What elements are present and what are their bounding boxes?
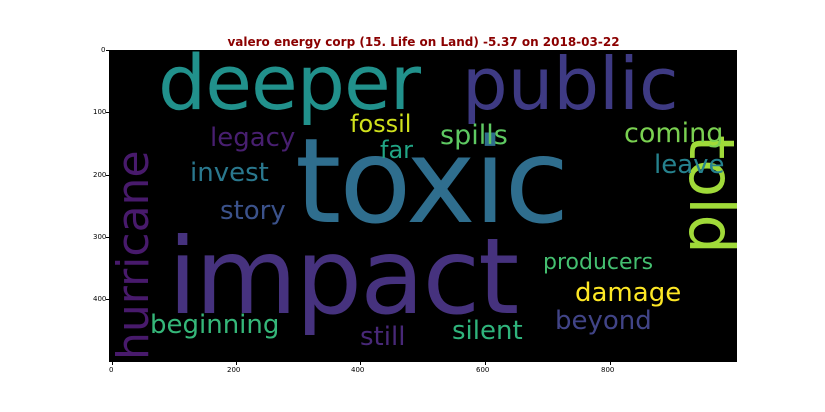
x-axis-line [110,361,737,362]
y-tick-label: 300 [93,233,107,241]
y-tick-label: 0 [101,46,106,54]
x-tick-label: 600 [476,366,490,374]
word-invest: invest [190,158,269,188]
x-tick-label: 400 [351,366,365,374]
word-beginning: beginning [150,310,280,340]
x-tick-label: 0 [109,366,114,374]
word-far: far [380,136,414,164]
x-tick-mark [112,362,113,365]
y-axis-line [109,50,110,362]
x-tick-mark [360,362,361,365]
x-tick-mark [236,362,237,365]
y-tick-label: 100 [93,108,107,116]
word-fossil: fossil [350,110,412,138]
word-coming: coming [624,118,724,149]
word-producers: producers [543,250,654,275]
y-tick-mark [106,237,109,238]
word-damage: damage [575,278,682,308]
y-tick-label: 400 [93,295,107,303]
word-beyond: beyond [555,306,652,336]
word-leave: leave [654,150,725,180]
word-story: story [220,196,286,226]
x-tick-label: 200 [227,366,241,374]
word-toxic: toxic [295,112,569,250]
word-deeper: deeper [158,50,421,127]
x-tick-mark [610,362,611,365]
word-legacy: legacy [210,123,296,153]
x-tick-mark [485,362,486,365]
y-tick-label: 200 [93,171,107,179]
y-tick-mark [106,299,109,300]
word-impact: impact [168,216,519,338]
word-spills: spills [440,120,508,151]
word-silent: silent [452,316,523,346]
wordcloud-plot: toxic impact deeper public hurricane tol… [110,50,737,361]
y-tick-mark [106,112,109,113]
x-tick-label: 800 [601,366,615,374]
word-public: public [462,50,679,126]
y-tick-mark [106,50,109,51]
figure-title: valero energy corp (15. Life on Land) -5… [227,35,620,49]
word-still: still [360,322,406,352]
y-tick-mark [106,175,109,176]
